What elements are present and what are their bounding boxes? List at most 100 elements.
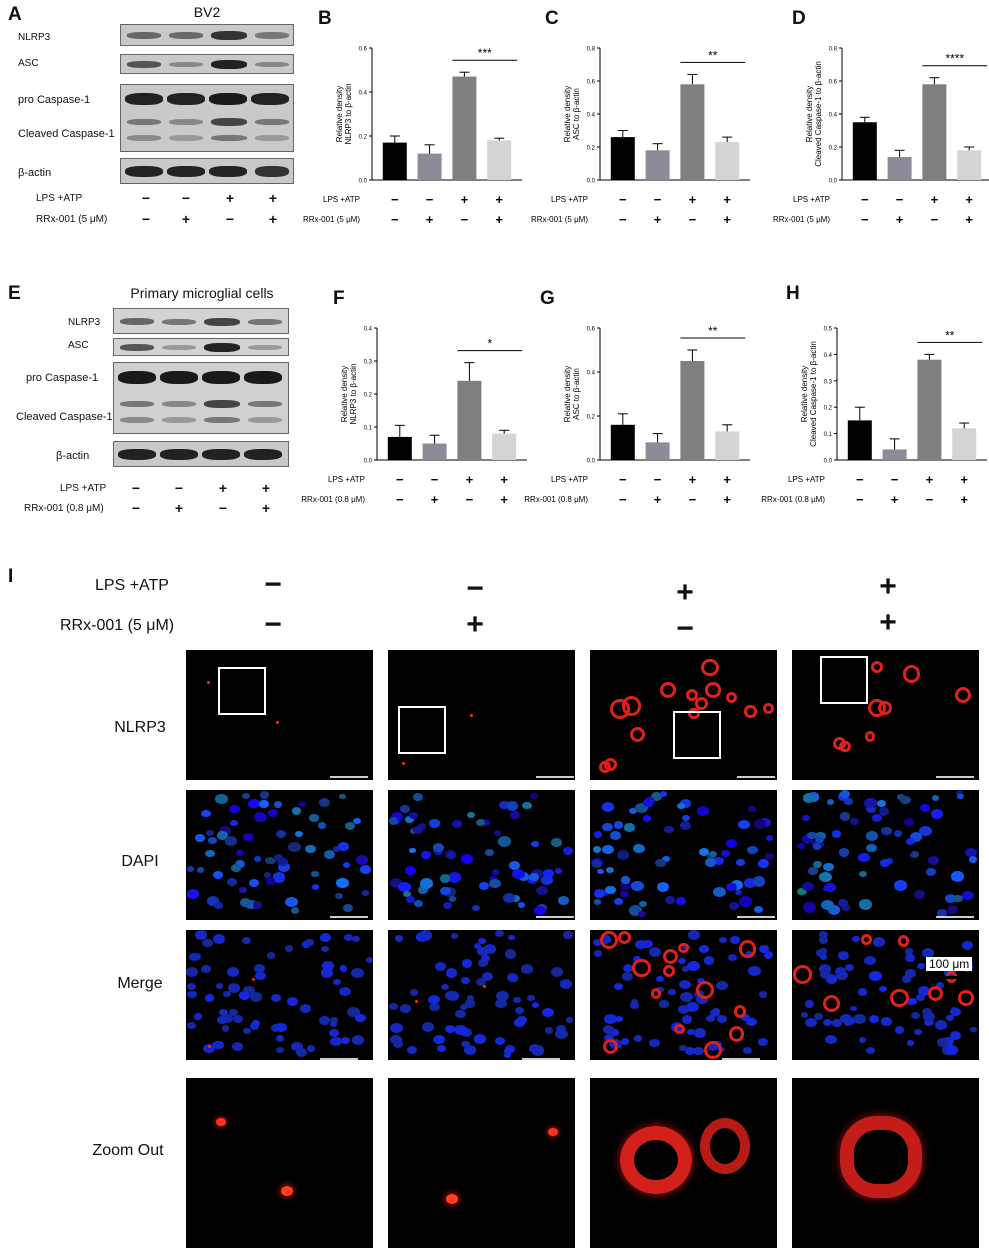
- nucleus: [834, 967, 847, 977]
- nucleus: [230, 819, 238, 826]
- nucleus: [604, 1013, 618, 1024]
- rrx-sign: −: [856, 492, 864, 507]
- bar: [387, 436, 412, 460]
- nucleus: [291, 907, 300, 915]
- rrx-sign: −: [689, 492, 697, 507]
- rrx-sign: −: [461, 212, 469, 227]
- nucleus: [593, 938, 603, 947]
- rrx-sign: +: [723, 492, 731, 507]
- y-tick-label: 0.6: [587, 80, 596, 86]
- rrx-sign: −: [931, 212, 939, 227]
- rrx-sign: +: [896, 212, 904, 227]
- lps-sign: −: [391, 192, 399, 207]
- rrx-sign: −: [391, 212, 399, 227]
- nucleus: [339, 965, 348, 972]
- nucleus: [521, 801, 532, 810]
- nucleus: [708, 851, 717, 858]
- nucleus: [460, 1028, 473, 1038]
- nucleus: [563, 931, 573, 939]
- blot-strip-asc: [120, 54, 294, 74]
- zoom-region-box: [820, 656, 868, 704]
- nucleus: [536, 885, 548, 895]
- nucleus: [429, 819, 440, 828]
- nucleus: [712, 887, 726, 898]
- nucleus: [945, 1014, 954, 1021]
- y-tick-label: 0.5: [824, 327, 833, 333]
- nucleus: [734, 889, 742, 896]
- nucleus: [508, 860, 520, 870]
- nucleus: [563, 847, 573, 856]
- nucleus: [656, 882, 670, 893]
- nlrp3-signal: [695, 980, 714, 1000]
- nucleus: [729, 901, 740, 910]
- nucleus: [648, 1038, 660, 1048]
- nucleus: [907, 997, 917, 1006]
- bar: [847, 420, 872, 460]
- nucleus: [757, 859, 769, 868]
- nucleus: [865, 1046, 875, 1054]
- nucleus: [336, 878, 349, 888]
- nucleus: [242, 985, 255, 996]
- nucleus: [311, 871, 319, 877]
- nucleus: [478, 958, 489, 967]
- nucleus: [818, 930, 829, 939]
- nucleus: [299, 1003, 312, 1014]
- nucleus: [624, 823, 635, 832]
- rrx-sign-3: −: [225, 211, 235, 227]
- nucleus: [418, 885, 428, 894]
- nucleus: [239, 991, 251, 1001]
- nucleus: [935, 1020, 948, 1031]
- nucleus: [551, 838, 562, 847]
- nucleus: [448, 872, 462, 883]
- lps-sign-2: −: [466, 572, 484, 605]
- nucleus: [655, 858, 666, 868]
- nucleus: [344, 821, 355, 830]
- nucleus: [479, 881, 490, 890]
- nucleus: [272, 872, 286, 883]
- y-axis-label: Relative densityNLRP3 to β-actin: [340, 363, 358, 424]
- lps-sign-1: −: [264, 568, 282, 601]
- blot-strip-asc: [113, 338, 289, 356]
- rrx-sign: −: [619, 492, 627, 507]
- nucleus: [297, 800, 306, 807]
- nucleus: [757, 1038, 768, 1047]
- nucleus: [466, 995, 475, 1002]
- nucleus: [554, 868, 563, 875]
- nucleus: [656, 975, 665, 983]
- nlrp3-signal: [207, 1045, 211, 1049]
- nucleus: [642, 814, 652, 822]
- nucleus: [243, 1028, 252, 1035]
- y-axis-label: Relative densityCleaved Caspase-1 to β-a…: [805, 61, 823, 167]
- nucleus: [648, 946, 661, 957]
- nucleus: [309, 814, 319, 822]
- nlrp3-signal: [662, 948, 679, 965]
- nucleus: [529, 873, 539, 882]
- nucleus: [529, 1044, 541, 1054]
- lps-atp-label: LPS +ATP: [328, 475, 365, 484]
- bar: [610, 424, 635, 460]
- nucleus: [495, 998, 508, 1009]
- nlrp3-puncta: [216, 1118, 226, 1126]
- nucleus: [642, 797, 654, 807]
- lps-sign-3: +: [218, 480, 228, 496]
- nucleus: [249, 1022, 259, 1030]
- nlrp3-signal: [207, 680, 211, 684]
- nucleus: [445, 1025, 456, 1034]
- nlrp3-puncta: [548, 1128, 558, 1136]
- nucleus: [274, 854, 284, 862]
- rrx-label: RRx-001 (0.8 μM): [761, 495, 825, 504]
- nucleus: [550, 967, 564, 978]
- micrograph-tile: [590, 790, 777, 920]
- nucleus: [242, 937, 251, 945]
- nucleus: [825, 1034, 837, 1044]
- nucleus: [820, 899, 834, 910]
- nucleus: [857, 987, 868, 996]
- bar: [492, 433, 517, 460]
- y-tick-label: 0.0: [359, 179, 368, 185]
- nucleus: [816, 949, 826, 957]
- nucleus: [253, 963, 266, 973]
- band-label-pro-caspase: pro Caspase-1: [18, 94, 91, 106]
- nlrp3-signal: [415, 999, 419, 1003]
- y-tick-label: 0.6: [829, 80, 838, 86]
- nlrp3-signal: [793, 965, 812, 984]
